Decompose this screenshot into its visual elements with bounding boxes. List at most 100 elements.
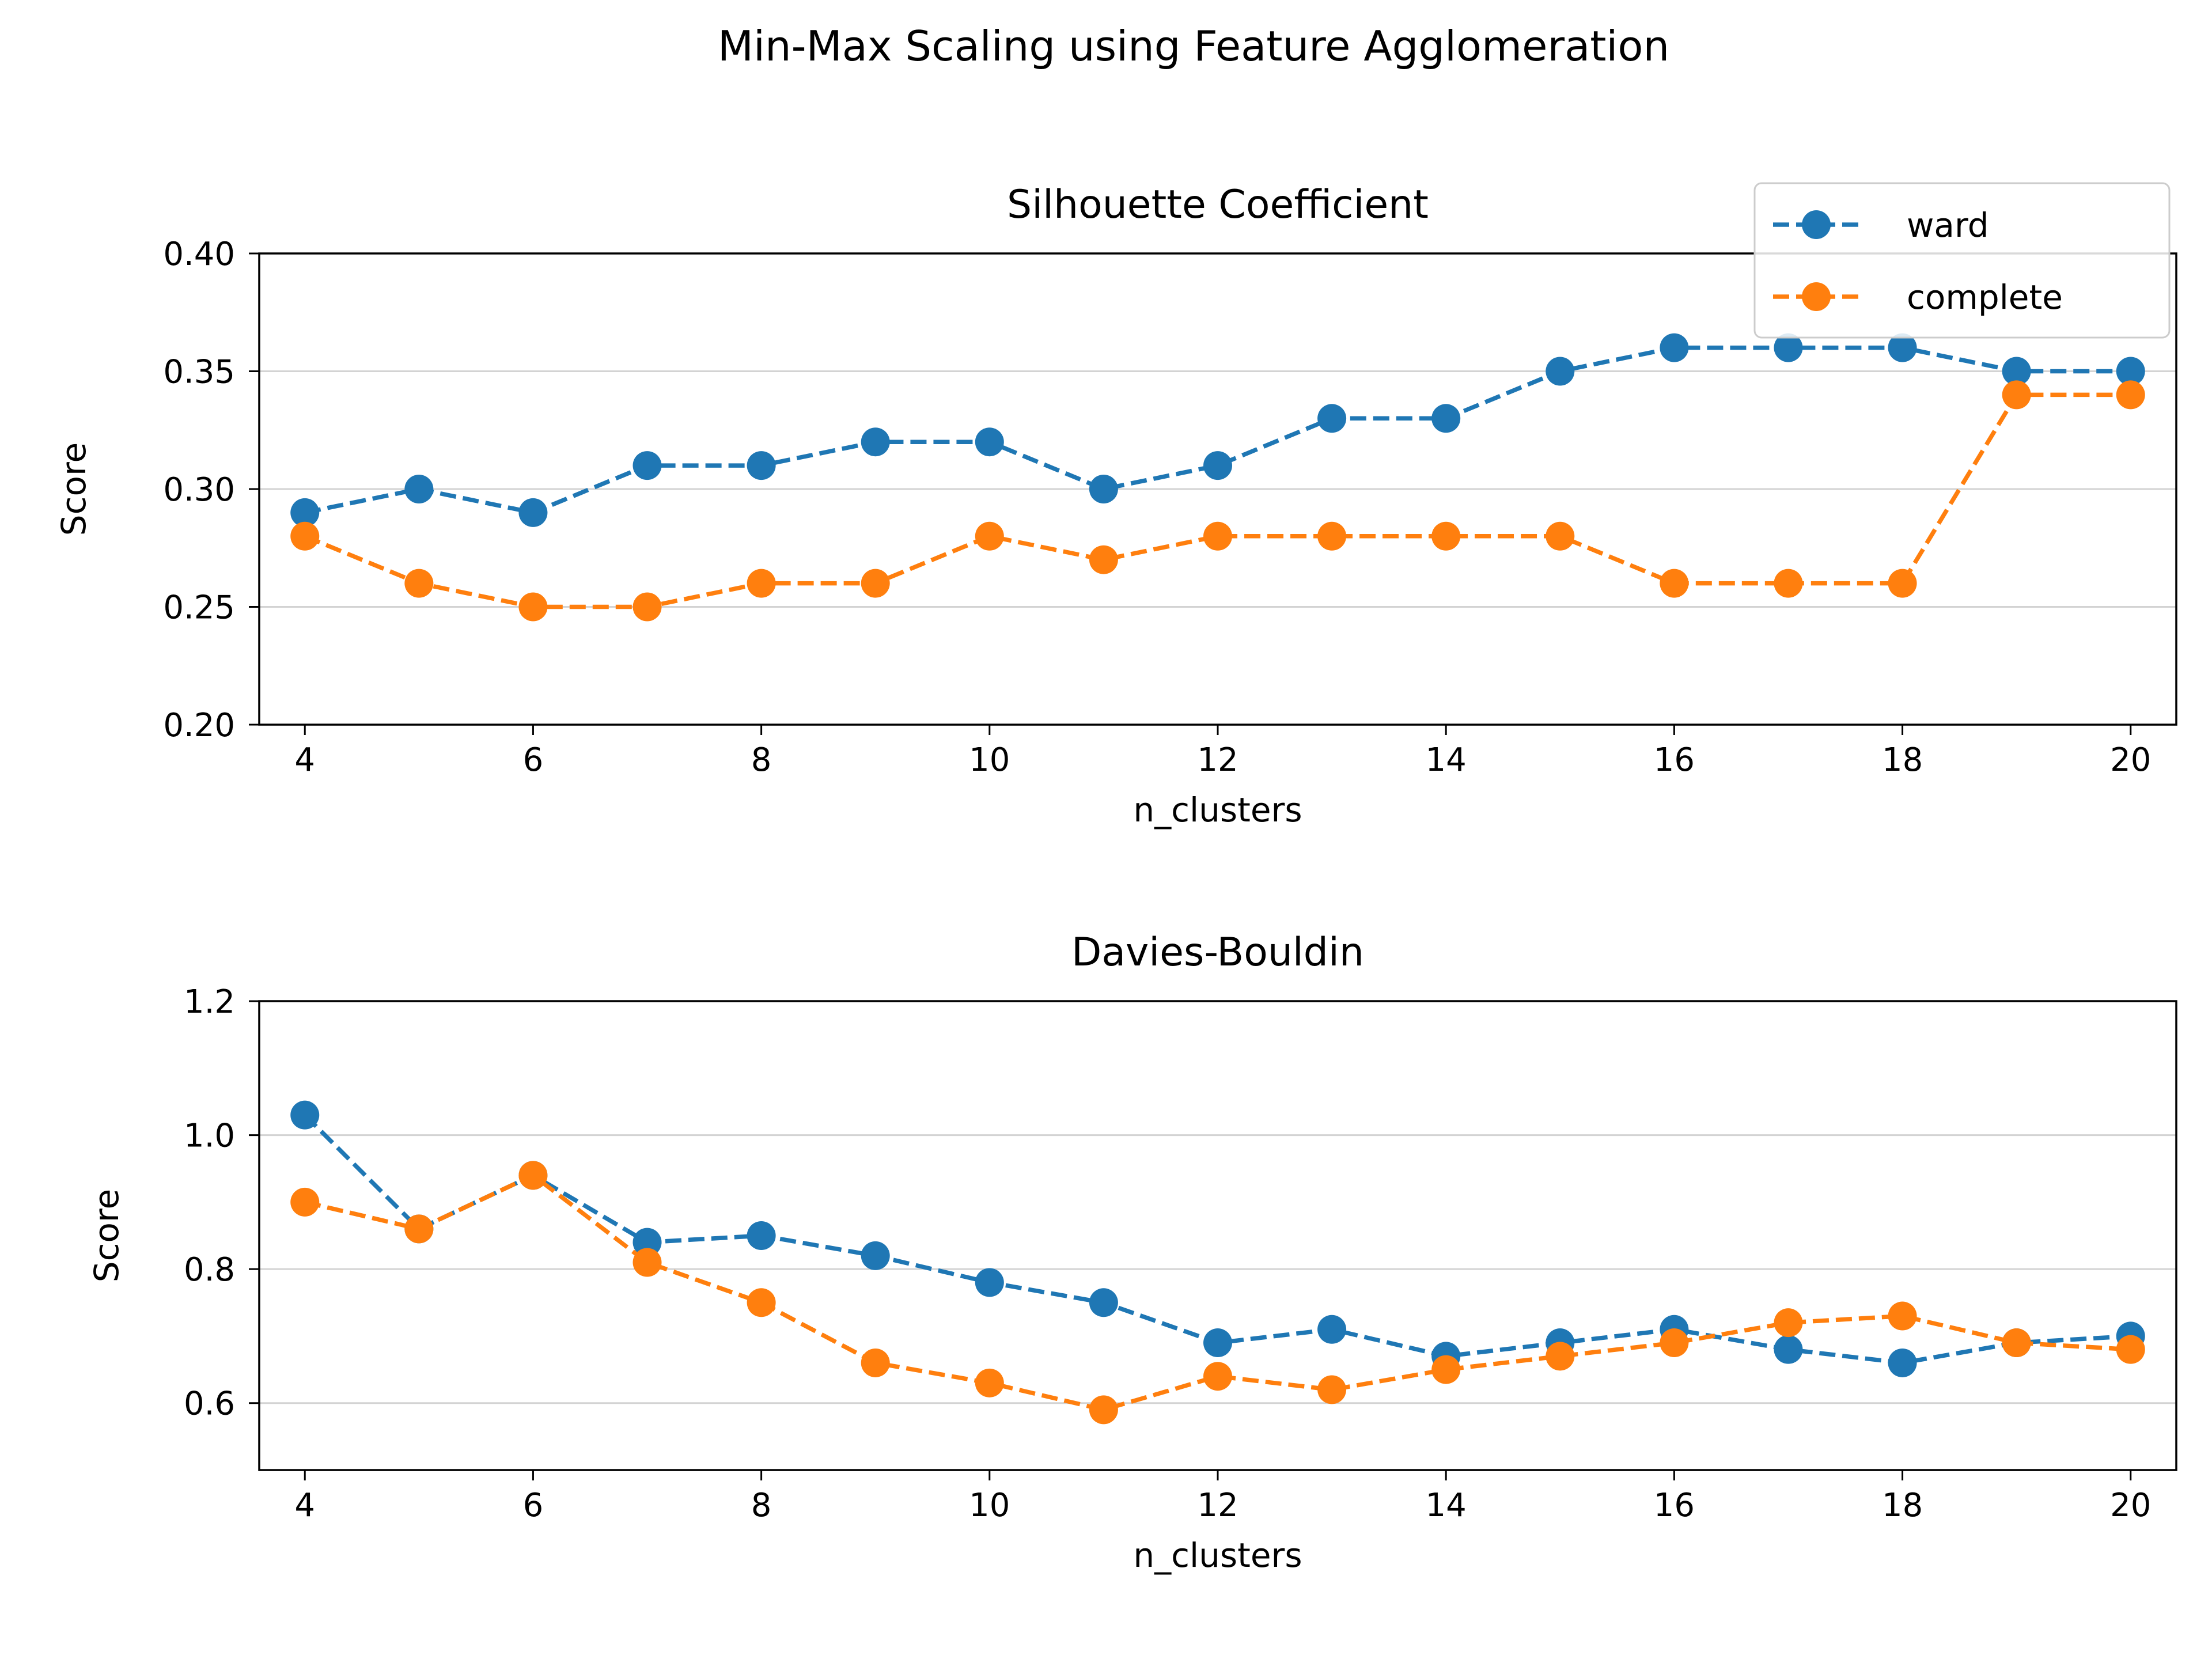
x-tick-label: 4 <box>294 741 315 779</box>
data-point-complete <box>747 1288 776 1317</box>
data-point-complete <box>632 592 662 622</box>
x-tick-label: 16 <box>1654 1487 1695 1524</box>
data-point-complete <box>1203 521 1232 551</box>
data-point-complete <box>1888 569 1917 598</box>
data-point-ward <box>2002 357 2031 386</box>
data-point-complete <box>975 1368 1004 1397</box>
y-tick-label: 1.2 <box>184 983 235 1021</box>
data-point-complete <box>1089 1395 1118 1425</box>
data-point-complete <box>1203 1362 1232 1391</box>
x-tick-label: 18 <box>1882 1487 1923 1524</box>
data-point-ward <box>1431 404 1461 433</box>
data-point-complete <box>1317 1375 1347 1404</box>
data-point-ward <box>1203 1328 1232 1358</box>
data-point-ward <box>2116 357 2145 386</box>
data-point-ward <box>1774 333 1803 362</box>
x-tick-label: 12 <box>1197 741 1238 779</box>
data-point-complete <box>632 1248 662 1277</box>
x-tick-label: 16 <box>1654 741 1695 779</box>
legend-label: complete <box>1907 278 2063 317</box>
data-point-complete <box>290 1187 320 1217</box>
data-point-complete <box>290 521 320 551</box>
data-point-ward <box>1774 1335 1803 1364</box>
data-point-ward <box>1660 333 1689 362</box>
data-point-ward <box>290 498 320 527</box>
data-point-complete <box>1660 569 1689 598</box>
x-tick-label: 14 <box>1426 1487 1467 1524</box>
subplot-1: 4 6 8 10 12 14 16 18 20 0.20 0.25 0.30 0.35 0.40 Silho… <box>54 182 2177 830</box>
x-tick-label: 10 <box>969 741 1010 779</box>
data-point-complete <box>1888 1301 1917 1331</box>
data-point-ward <box>1317 404 1347 433</box>
charts: 4 6 8 10 12 14 16 18 20 0.20 0.25 0.30 0.35 0.40 Silho… <box>54 182 2177 1575</box>
x-axis-label: n_clusters <box>1133 790 1302 830</box>
subplot-2: 4 6 8 10 12 14 16 18 20 0.6 0.8 1.0 1.2 Davies-Bouldi… <box>87 930 2177 1575</box>
data-point-complete <box>1089 545 1118 574</box>
data-point-ward <box>1888 333 1917 362</box>
x-tick-label: 6 <box>523 741 544 779</box>
data-point-ward <box>747 1221 776 1250</box>
data-point-ward <box>1546 357 1575 386</box>
data-point-complete <box>1660 1328 1689 1358</box>
x-tick-label: 20 <box>2110 1487 2151 1524</box>
data-point-complete <box>404 1214 434 1244</box>
series-line-ward <box>304 345 2131 515</box>
y-tick-label: 0.6 <box>184 1385 235 1423</box>
y-axis-label: Score <box>87 1189 126 1282</box>
series-line-complete <box>304 1173 2131 1412</box>
subplot-title: Davies-Bouldin <box>1071 930 1364 975</box>
data-point-complete <box>2116 1335 2145 1364</box>
data-point-complete <box>518 592 548 622</box>
y-tick-label: 0.8 <box>184 1251 235 1289</box>
legend-box <box>1753 182 2171 339</box>
x-axis-label: n_clusters <box>1133 1536 1302 1575</box>
data-point-complete <box>1774 1308 1803 1338</box>
data-point-complete <box>1431 1355 1461 1384</box>
data-point-ward <box>518 498 548 527</box>
y-tick-label: 0.40 <box>163 236 235 273</box>
data-point-complete <box>404 569 434 598</box>
data-point-ward <box>975 427 1004 457</box>
y-axis-label: Score <box>54 442 93 536</box>
subplot-title: Silhouette Coefficient <box>1007 182 1429 228</box>
y-tick-label: 0.35 <box>163 354 235 391</box>
x-tick-label: 8 <box>751 1487 772 1524</box>
y-tick-label: 0.20 <box>163 707 235 744</box>
data-point-complete <box>2002 380 2031 410</box>
data-point-ward <box>861 427 890 457</box>
figure-title: Min-Max Scaling using Feature Agglomerat… <box>718 22 1669 70</box>
x-tick-label: 10 <box>969 1487 1010 1524</box>
data-point-ward <box>404 475 434 503</box>
data-point-ward <box>747 451 776 480</box>
data-point-ward <box>1317 1315 1347 1344</box>
data-point-complete <box>861 569 890 598</box>
data-point-ward <box>861 1241 890 1270</box>
x-tick-label: 4 <box>294 1487 315 1524</box>
data-point-ward <box>1089 475 1118 503</box>
data-point-ward <box>632 1228 662 1257</box>
data-point-complete <box>2002 1328 2031 1358</box>
x-tick-label: 6 <box>523 1487 544 1524</box>
y-tick-label: 1.0 <box>184 1118 235 1155</box>
data-point-complete <box>1546 521 1575 551</box>
x-tick-label: 20 <box>2110 741 2151 779</box>
y-tick-label: 0.30 <box>163 471 235 509</box>
data-point-complete <box>1774 569 1803 598</box>
data-point-complete <box>1317 521 1347 551</box>
x-tick-label: 14 <box>1426 741 1467 779</box>
legend: ward complete <box>1753 182 2171 339</box>
legend-marker-complete <box>1802 282 1831 311</box>
data-point-ward <box>1089 1288 1118 1317</box>
data-point-ward <box>1888 1348 1917 1377</box>
data-point-ward <box>1203 451 1232 480</box>
x-tick-label: 18 <box>1882 741 1923 779</box>
data-point-complete <box>747 569 776 598</box>
series-line-complete <box>304 392 2131 609</box>
data-point-ward <box>632 451 662 480</box>
data-point-complete <box>1431 521 1461 551</box>
data-point-complete <box>518 1161 548 1190</box>
data-point-complete <box>2116 380 2145 410</box>
data-point-ward <box>290 1100 320 1130</box>
data-point-complete <box>1546 1342 1575 1371</box>
